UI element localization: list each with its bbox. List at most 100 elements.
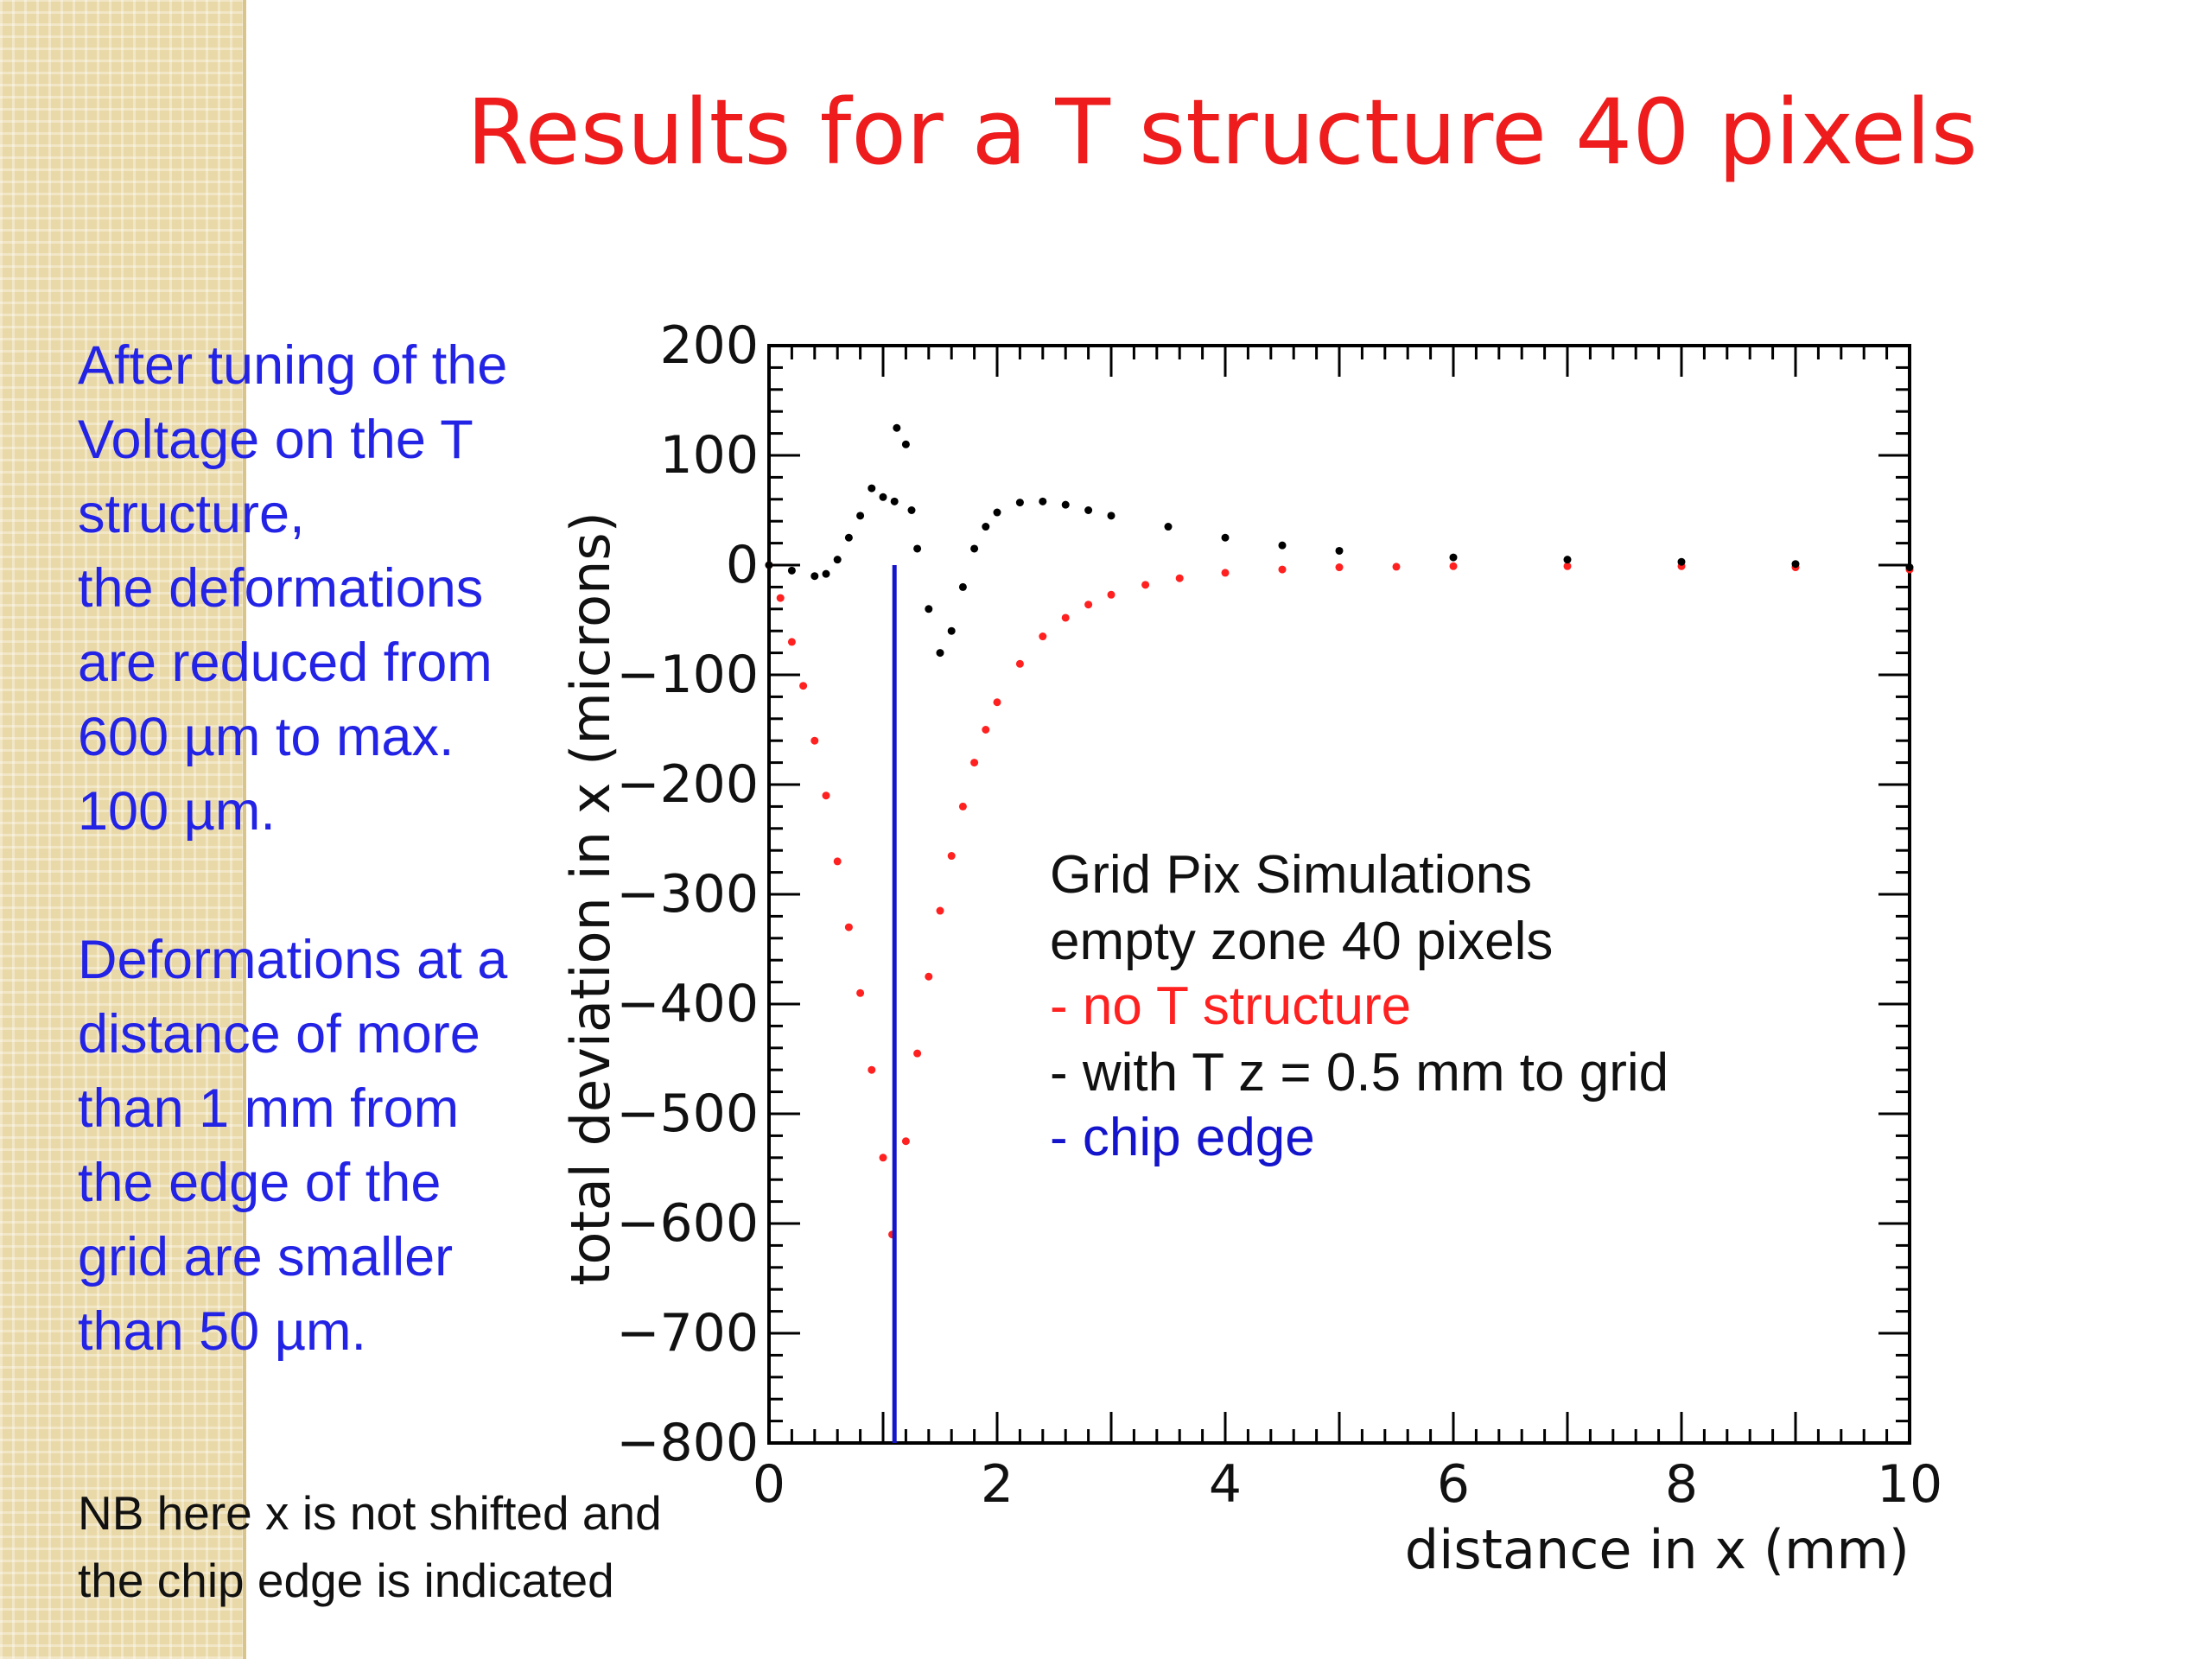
no-t-structure-point	[982, 726, 990, 734]
left-text-line: than 50 µm.	[78, 1301, 366, 1362]
no-t-structure-point	[1449, 562, 1458, 570]
no-t-structure-point	[913, 1049, 922, 1058]
with-t-structure-point	[907, 506, 916, 514]
with-t-structure-point	[913, 544, 922, 553]
with-t-structure-point	[856, 512, 865, 520]
with-t-structure-point	[890, 497, 899, 505]
with-t-structure-point	[893, 423, 901, 432]
no-t-structure-point	[1107, 590, 1116, 599]
left-text-line: Deformations at a	[78, 930, 508, 990]
no-t-structure-point	[1278, 565, 1287, 574]
left-text-line: the edge of the	[78, 1153, 442, 1213]
with-t-structure-point	[1164, 523, 1173, 531]
no-t-structure-point	[822, 791, 830, 800]
with-t-structure-point	[787, 566, 796, 575]
no-t-structure-point	[1061, 613, 1070, 622]
y-tick-label: −500	[616, 1084, 759, 1144]
no-t-structure-point	[879, 1154, 887, 1162]
with-t-structure-point	[1791, 560, 1800, 569]
with-t-structure-point	[822, 569, 830, 578]
y-tick-label: −100	[616, 645, 759, 705]
with-t-structure-point	[1221, 533, 1230, 542]
with-t-structure-point	[1335, 546, 1344, 555]
y-tick-label: 0	[726, 535, 759, 595]
no-t-structure-point	[1141, 581, 1150, 589]
with-t-structure-point	[1905, 563, 1914, 572]
legend-entry-chip-edge: - chip edge	[1050, 1108, 1315, 1167]
no-t-structure-point	[787, 638, 796, 646]
with-t-structure-point	[1677, 557, 1686, 566]
with-t-structure-point	[1107, 512, 1116, 520]
axis-ticks	[767, 344, 1911, 1445]
with-t-structure-point	[993, 508, 1001, 517]
x-tick-label: 10	[1877, 1454, 1942, 1515]
legend-header: Grid Pix Simulations	[1050, 845, 1532, 905]
with-t-structure-point	[868, 484, 876, 493]
no-t-structure-point	[1039, 632, 1047, 641]
with-t-structure-point	[1015, 499, 1024, 507]
no-t-structure-point	[1175, 574, 1184, 582]
x-axis-label: distance in x (mm)	[1405, 1518, 1910, 1581]
x-tick-label: 0	[753, 1454, 785, 1515]
no-t-structure-point	[799, 682, 808, 690]
with-t-structure-point	[765, 561, 773, 569]
with-t-structure-point	[1449, 553, 1458, 562]
y-tick-label: −400	[616, 974, 759, 1034]
no-t-structure-point	[1392, 563, 1401, 571]
y-tick-labels: 200 100 0 −100 −200 −300 −400 −500 −600 −700 −800	[616, 315, 759, 1473]
with-t-structure-point	[936, 649, 944, 658]
no-t-structure-point	[776, 594, 785, 602]
footnote-line: the chip edge is indicated	[78, 1554, 614, 1607]
legend-entry-with-t: - with T z = 0.5 mm to grid	[1050, 1043, 1669, 1103]
with-t-structure-point	[947, 626, 956, 635]
with-t-structure-point	[879, 493, 887, 501]
no-t-structure-point	[925, 972, 933, 981]
with-t-structure-point	[1278, 541, 1287, 550]
y-tick-label: −800	[616, 1413, 759, 1473]
with-t-structure-point	[1061, 500, 1070, 509]
with-t-structure-point	[810, 572, 819, 581]
with-t-structure-point	[844, 533, 853, 542]
no-t-structure-point	[1563, 562, 1572, 570]
no-t-structure-point	[1335, 563, 1344, 572]
no-t-structure-point	[970, 759, 979, 767]
with-t-structure-point	[1039, 497, 1047, 505]
with-t-structure-point	[1563, 556, 1572, 564]
with-t-structure-point	[958, 582, 967, 591]
with-t-structure-point	[925, 605, 933, 613]
side-strip-edge	[243, 0, 246, 1659]
left-text-line: 100 µm.	[78, 781, 276, 842]
legend-entry-no-t: - no T structure	[1050, 976, 1411, 1036]
no-t-structure-point	[958, 802, 967, 810]
y-tick-label: 100	[659, 425, 759, 486]
left-text-line: than 1 mm from	[78, 1078, 460, 1139]
y-tick-label: −600	[616, 1193, 759, 1254]
no-t-structure-point	[1015, 659, 1024, 668]
no-t-structure-point	[947, 852, 956, 861]
x-tick-label: 6	[1437, 1454, 1470, 1515]
no-t-structure-point	[810, 736, 819, 745]
no-t-structure-point	[1221, 569, 1230, 577]
y-tick-label: 200	[659, 315, 759, 376]
x-tick-label: 4	[1209, 1454, 1242, 1515]
x-tick-labels: 0 2 4 6 8 10	[753, 1454, 1942, 1515]
with-t-structure-point	[833, 556, 842, 564]
with-t-structure-point	[970, 544, 979, 553]
legend: Grid Pix Simulations empty zone 40 pixel…	[1050, 845, 1669, 1167]
footnote: NB here x is not shifted and the chip ed…	[78, 1479, 855, 1614]
no-t-structure-point	[901, 1137, 910, 1146]
footnote-line: NB here x is not shifted and	[78, 1486, 662, 1540]
left-text-line: Voltage on the T	[78, 410, 474, 470]
left-text-line: distance of more	[78, 1004, 480, 1065]
data-points	[765, 423, 1914, 1239]
no-t-structure-point	[833, 857, 842, 866]
y-tick-label: −700	[616, 1303, 759, 1363]
left-text-line: After tuning of the	[78, 335, 508, 396]
no-t-structure-point	[1084, 601, 1093, 609]
decorative-side-strip	[0, 0, 246, 1659]
no-t-structure-point	[844, 923, 853, 931]
with-t-structure-point	[1084, 506, 1093, 514]
left-text-line: are reduced from	[78, 632, 493, 693]
x-tick-label: 8	[1665, 1454, 1698, 1515]
